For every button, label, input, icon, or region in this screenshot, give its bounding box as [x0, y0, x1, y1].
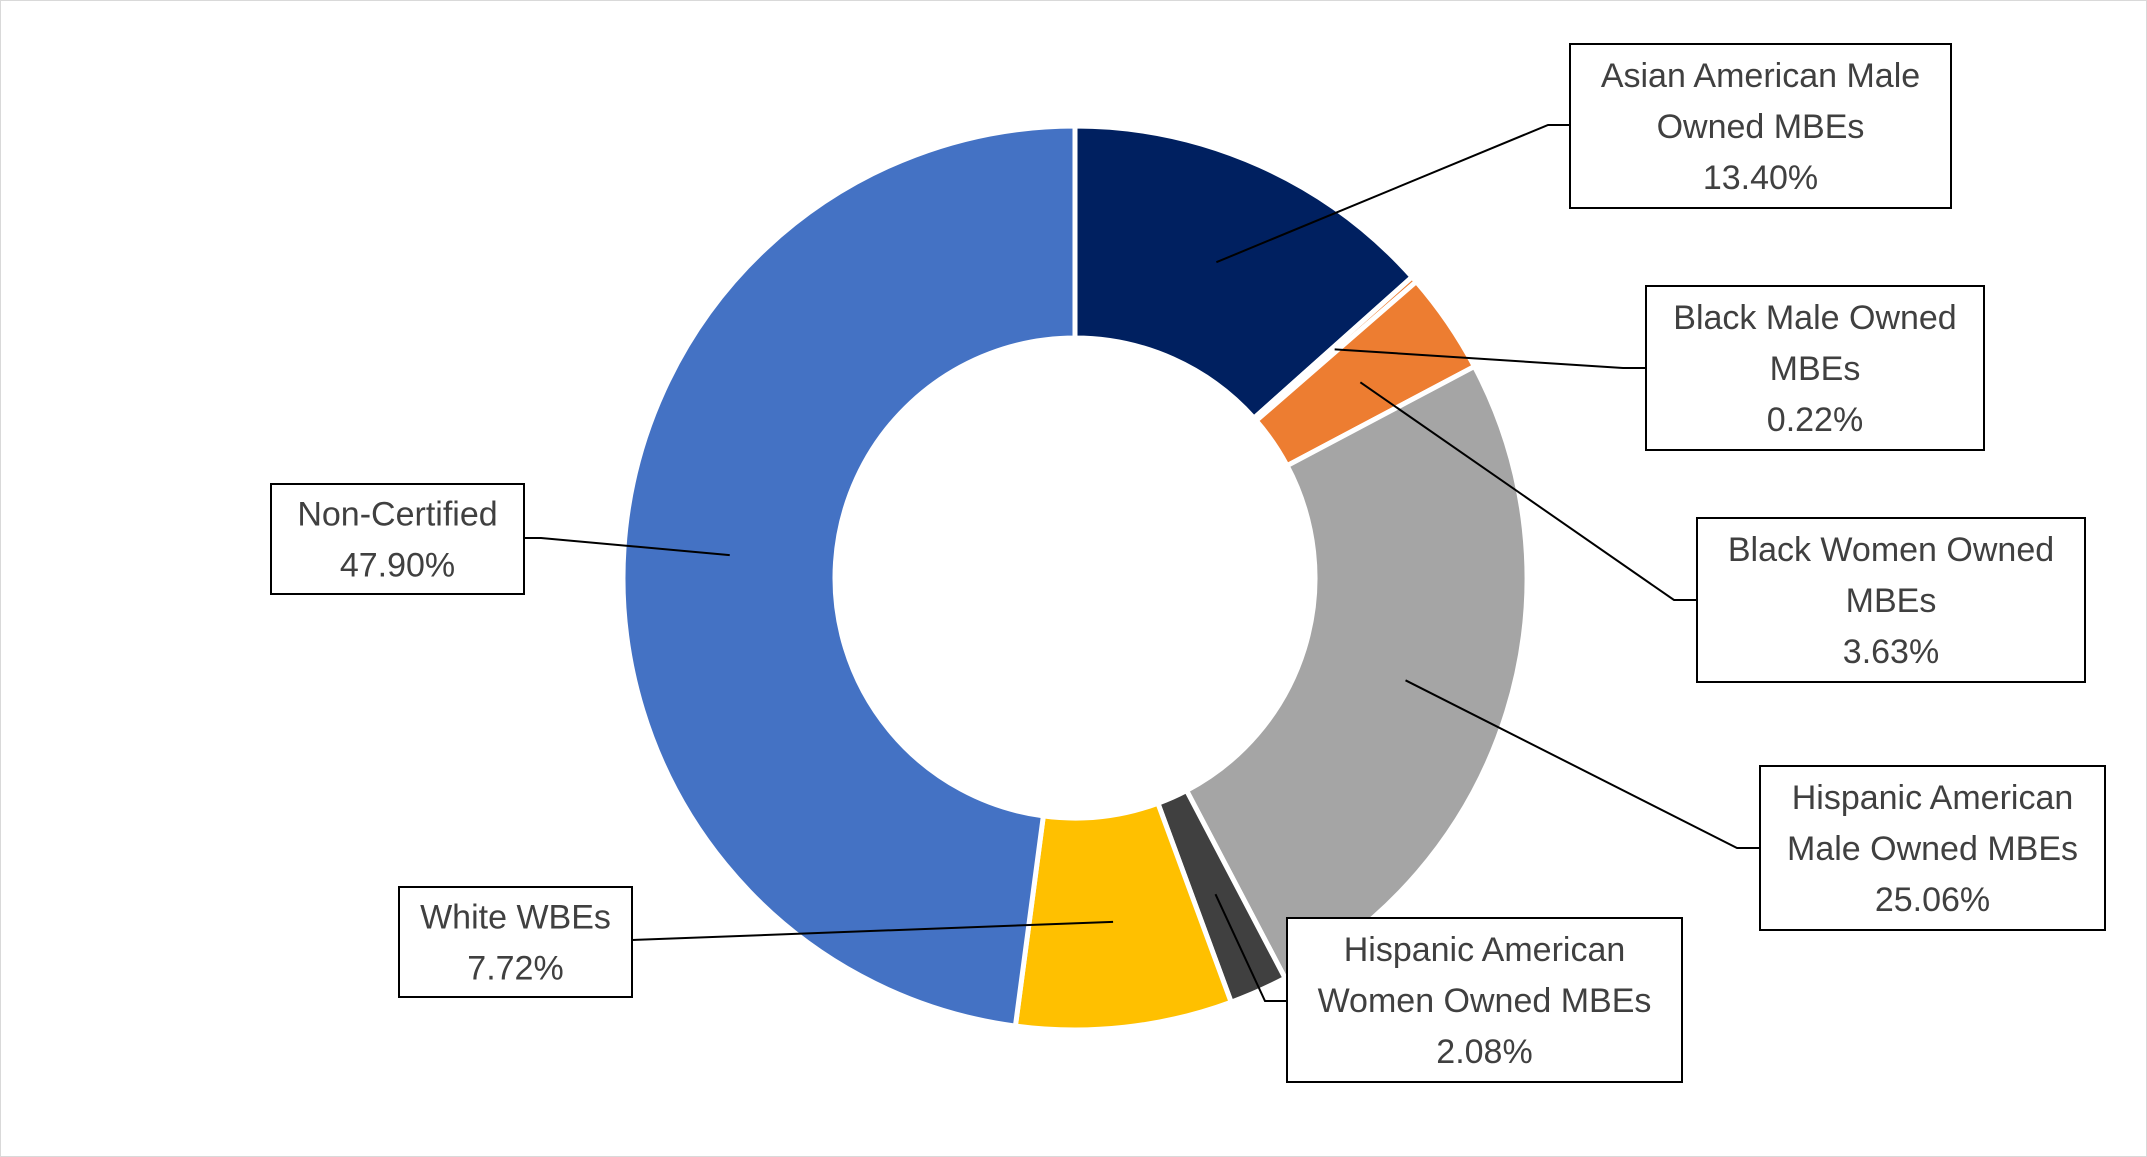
leader-line-hispanic-american-male-owned-mbes	[1405, 679, 1760, 849]
data-label-value: 13.40%	[1703, 159, 1818, 197]
slice-non-certified	[620, 123, 1078, 1029]
leader-lines-layer	[524, 124, 1760, 1002]
leader-line-non-certified	[524, 537, 730, 557]
data-label-category: Asian American Male	[1601, 57, 1920, 95]
data-label-category: MBEs	[1770, 350, 1861, 388]
data-label-box	[1759, 765, 2106, 931]
data-label-category: Hispanic American	[1344, 931, 1626, 969]
data-label-white-wbes: White WBEs 7.72%	[398, 886, 633, 998]
data-label-hispanic-american-male-owned-mbes: Hispanic American Male Owned MBEs 25.06%	[1759, 765, 2106, 931]
data-label-category: Owned MBEs	[1657, 108, 1865, 146]
data-label-black-male-owned-mbes: Black Male Owned MBEs 0.22%	[1645, 285, 1985, 451]
data-label-category: Women Owned MBEs	[1318, 982, 1652, 1020]
data-label-asian-american-male-owned-mbes: Asian American Male Owned MBEs 13.40%	[1569, 43, 1952, 209]
data-label-box	[398, 886, 633, 998]
data-label-box	[1696, 517, 2086, 683]
data-label-category: Non-Certified	[297, 496, 497, 534]
data-label-category: Male Owned MBEs	[1787, 830, 2078, 868]
data-label-value: 7.72%	[467, 950, 563, 988]
data-label-value: 0.22%	[1767, 401, 1863, 439]
data-label-category: MBEs	[1846, 582, 1937, 620]
data-label-value: 47.90%	[340, 547, 455, 585]
leader-line-asian-american-male-owned-mbes	[1215, 124, 1570, 264]
data-label-box	[1645, 285, 1985, 451]
data-label-category: White WBEs	[420, 899, 611, 937]
data-label-category: Hispanic American	[1792, 779, 2074, 817]
data-label-value: 25.06%	[1875, 881, 1990, 919]
data-label-box	[1286, 917, 1683, 1083]
slices-layer	[620, 123, 1530, 1033]
data-label-value: 3.63%	[1843, 633, 1939, 671]
data-label-hispanic-american-women-owned-mbes: Hispanic American Women Owned MBEs 2.08%	[1286, 917, 1683, 1083]
leader-line-hispanic-american-women-owned-mbes	[1214, 893, 1287, 1002]
data-label-category: Black Male Owned	[1673, 299, 1956, 337]
data-label-value: 2.08%	[1436, 1033, 1532, 1071]
slice-asian-american-male-owned-mbes	[1072, 123, 1416, 422]
data-labels-layer: Asian American Male Owned MBEs 13.40% Black…	[270, 43, 2106, 1083]
leader-line-black-women-owned-mbes	[1359, 381, 1697, 601]
leader-line-black-male-owned-mbes	[1334, 348, 1646, 369]
data-label-box	[270, 483, 525, 595]
data-label-category: Black Women Owned	[1728, 531, 2054, 569]
leader-line-white-wbes	[631, 920, 1114, 941]
data-label-non-certified: Non-Certified 47.90%	[270, 483, 525, 595]
data-label-box	[1569, 43, 1952, 209]
data-label-black-women-owned-mbes: Black Women Owned MBEs 3.63%	[1696, 517, 2086, 683]
